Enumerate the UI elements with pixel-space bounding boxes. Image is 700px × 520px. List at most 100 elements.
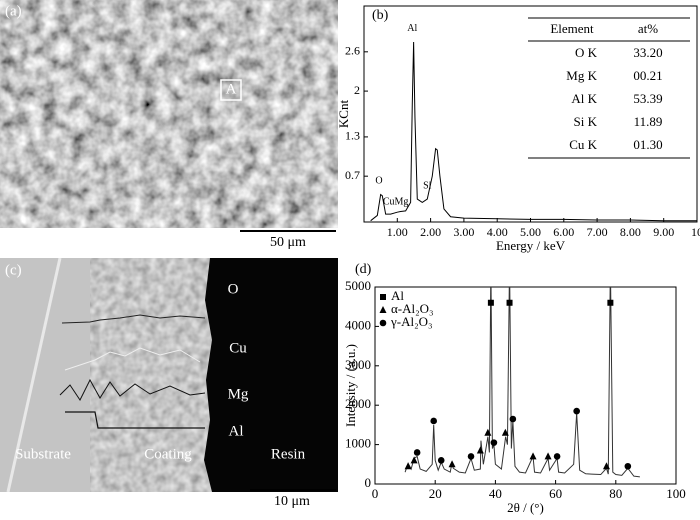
element-label: O bbox=[228, 281, 239, 297]
y-axis-label: KCnt bbox=[336, 100, 351, 129]
y-tick-label: 1000 bbox=[345, 436, 371, 451]
y-axis-label: Intensity / (a.u.) bbox=[343, 344, 358, 427]
marker bbox=[476, 446, 484, 454]
table-cell: 00.21 bbox=[633, 68, 662, 83]
line-series bbox=[370, 41, 697, 222]
legend-label: α-Al₂O₃ bbox=[391, 301, 434, 316]
marker bbox=[484, 428, 492, 436]
marker bbox=[602, 462, 610, 470]
y-tick-label: 2.6 bbox=[345, 44, 360, 58]
x-axis-label: 2θ / (°) bbox=[507, 500, 544, 515]
plot-frame bbox=[374, 286, 677, 485]
table-cell: 11.89 bbox=[634, 114, 663, 129]
sem-image-c bbox=[0, 258, 338, 492]
linescan-cu bbox=[64, 347, 201, 371]
x-tick-label: 3.00 bbox=[453, 225, 474, 239]
x-tick-label: 1.00 bbox=[387, 225, 408, 239]
table-header: Element bbox=[550, 21, 594, 36]
marker bbox=[380, 294, 386, 300]
x-tick-label: 8.00 bbox=[620, 225, 641, 239]
y-tick-label: 0 bbox=[365, 475, 372, 490]
x-tick-label: 5.00 bbox=[520, 225, 541, 239]
x-tick-label: 40 bbox=[489, 486, 502, 501]
marker bbox=[490, 439, 498, 446]
marker bbox=[413, 449, 421, 456]
marker bbox=[624, 462, 632, 470]
x-tick-label: 4.00 bbox=[487, 225, 508, 239]
region-label: Resin bbox=[271, 446, 306, 462]
marker bbox=[437, 457, 445, 464]
x-tick-label: 2.00 bbox=[420, 225, 441, 239]
panel-label: (d) bbox=[355, 262, 372, 277]
panel-label: (a) bbox=[5, 3, 22, 19]
marker bbox=[544, 452, 552, 460]
legend-label: Al bbox=[391, 288, 404, 303]
peak-label: CuMg bbox=[383, 197, 409, 208]
marker bbox=[430, 417, 437, 425]
marker bbox=[487, 299, 494, 306]
linescan-al bbox=[65, 411, 205, 429]
linescan-o bbox=[61, 314, 206, 324]
line-series bbox=[404, 287, 640, 478]
table-header: at% bbox=[638, 21, 658, 36]
peak-label: O bbox=[375, 176, 382, 187]
region-label: Coating bbox=[144, 446, 192, 462]
marker bbox=[573, 407, 580, 415]
y-tick-label: 0.7 bbox=[345, 168, 360, 182]
y-tick-label: 5000 bbox=[345, 278, 371, 293]
table-cell: Al K bbox=[571, 91, 597, 106]
marker bbox=[379, 306, 387, 313]
scale-bar-label: 10 μm bbox=[274, 494, 310, 509]
scale-bar-label: 50 μm bbox=[270, 235, 306, 250]
marker bbox=[509, 415, 517, 423]
peak-label: Al bbox=[407, 23, 417, 34]
x-tick-label: 9.00 bbox=[653, 225, 674, 239]
marker bbox=[410, 456, 418, 464]
x-tick-label: 100 bbox=[666, 486, 686, 501]
marker bbox=[553, 453, 561, 460]
sem-image-a bbox=[0, 0, 338, 228]
marker bbox=[467, 453, 475, 460]
element-label: Al bbox=[229, 423, 244, 439]
x-tick-label: 10 bbox=[691, 225, 700, 239]
table-cell: Si K bbox=[574, 114, 598, 129]
element-label: Cu bbox=[229, 340, 247, 356]
marker bbox=[404, 462, 412, 470]
x-tick-label: 80 bbox=[609, 486, 622, 501]
y-tick-label: 2 bbox=[354, 83, 360, 97]
marker bbox=[379, 319, 387, 327]
linescan-mg bbox=[59, 378, 206, 401]
x-axis-label: Energy / keV bbox=[496, 238, 566, 253]
y-tick-label: 1.3 bbox=[345, 129, 360, 143]
x-tick-label: 6.00 bbox=[553, 225, 574, 239]
table-cell: Cu K bbox=[569, 137, 597, 152]
panel-label: (b) bbox=[372, 8, 389, 23]
y-tick-label: 3000 bbox=[345, 357, 371, 372]
table-cell: 33.20 bbox=[633, 45, 662, 60]
table-cell: Mg K bbox=[566, 68, 597, 83]
element-label: Mg bbox=[228, 386, 249, 402]
region-label: Substrate bbox=[15, 446, 71, 462]
marker bbox=[529, 452, 537, 460]
resin-region bbox=[204, 258, 338, 492]
y-tick-label: 2000 bbox=[345, 396, 371, 411]
peak-label: Si bbox=[423, 180, 432, 191]
table-cell: 53.39 bbox=[633, 91, 662, 106]
marker bbox=[506, 299, 513, 306]
interface-line bbox=[6, 258, 62, 492]
x-tick-label: 20 bbox=[429, 486, 442, 501]
marker bbox=[501, 428, 509, 436]
x-tick-label: 60 bbox=[549, 486, 562, 501]
plot-area bbox=[370, 41, 697, 222]
y-tick-label: 4000 bbox=[345, 317, 371, 332]
marker bbox=[448, 460, 456, 468]
table-cell: O K bbox=[575, 45, 598, 60]
region-label: A bbox=[226, 81, 237, 97]
panel-label: (c) bbox=[5, 262, 22, 278]
table-cell: 01.30 bbox=[633, 137, 662, 152]
region-box bbox=[220, 79, 242, 101]
marker bbox=[607, 299, 614, 306]
legend-label: γ-Al₂O₃ bbox=[390, 314, 433, 329]
plot-area bbox=[404, 287, 640, 478]
